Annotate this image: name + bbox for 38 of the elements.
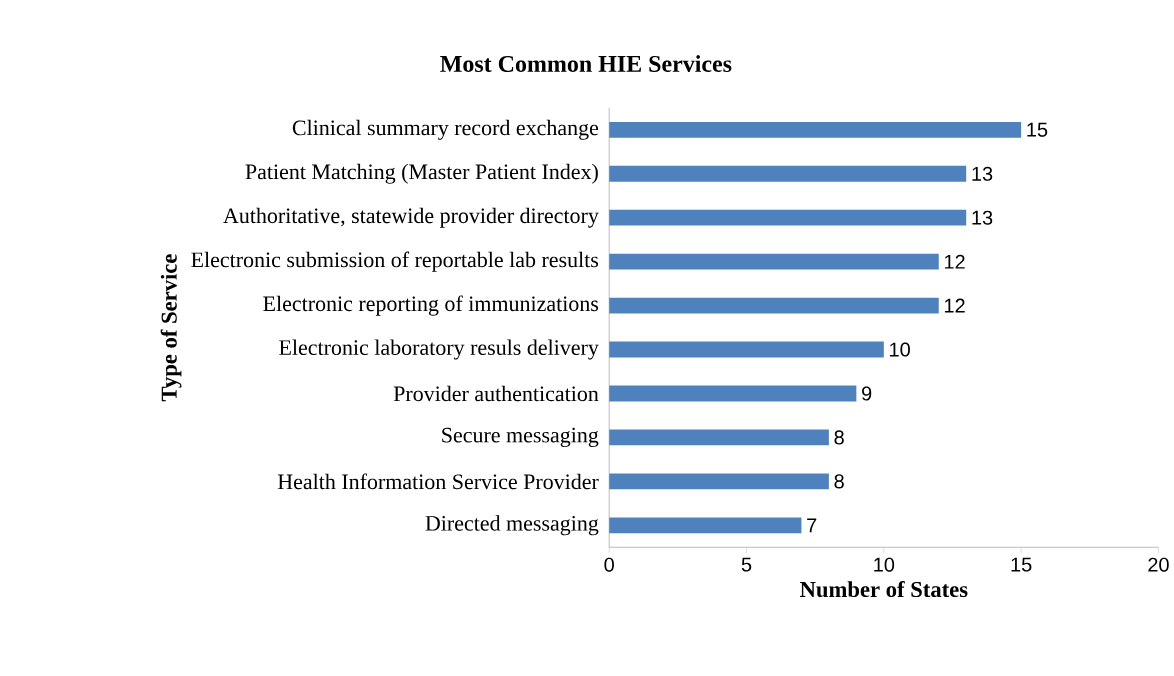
data-label: 13 [972,166,993,181]
chart-title: Most Common HIE Services [440,55,732,72]
data-label: 13 [972,210,993,225]
data-label: 7 [807,518,817,533]
data-label: 9 [862,386,872,401]
y-tick-label: Secure messaging [442,427,599,448]
x-tick-label: 20 [1148,557,1169,572]
x-tick-label: 5 [741,557,752,572]
bar [609,253,939,270]
data-label: 12 [944,254,965,269]
x-tick-label: 15 [1011,557,1032,572]
bar [609,165,967,182]
bar [609,429,829,446]
y-tick-label: Electronic reporting of immunizations [263,295,599,316]
bar [609,121,1022,138]
bar [609,385,857,402]
y-axis-title: Type of Service [160,254,182,402]
x-axis-title: Number of States [800,580,968,598]
bar [609,517,802,534]
bar [609,209,967,226]
data-label: 8 [834,474,844,489]
y-tick-label: Patient Matching (Master Patient Index) [245,163,598,184]
data-label: 8 [834,430,844,445]
bar [609,473,829,490]
y-tick-label: Provider authentication [393,385,599,402]
y-tick-label: Clinical summary record exchange [292,119,599,140]
x-tick-label: 0 [604,557,614,572]
data-label: 10 [890,342,910,357]
y-tick-label: Electronic submission of reportable lab results [191,251,599,272]
bar [609,341,884,358]
data-label: 15 [1027,122,1048,137]
data-label: 12 [944,298,965,313]
bar [609,297,939,314]
y-tick-label: Health Information Service Provider [277,473,599,490]
y-tick-label: Directed messaging [425,515,599,536]
x-tick-label: 10 [874,557,895,572]
y-tick-label: Electronic laboratory resuls delivery [279,339,599,360]
y-tick-label: Authoritative, statewide provider directory [223,207,599,228]
